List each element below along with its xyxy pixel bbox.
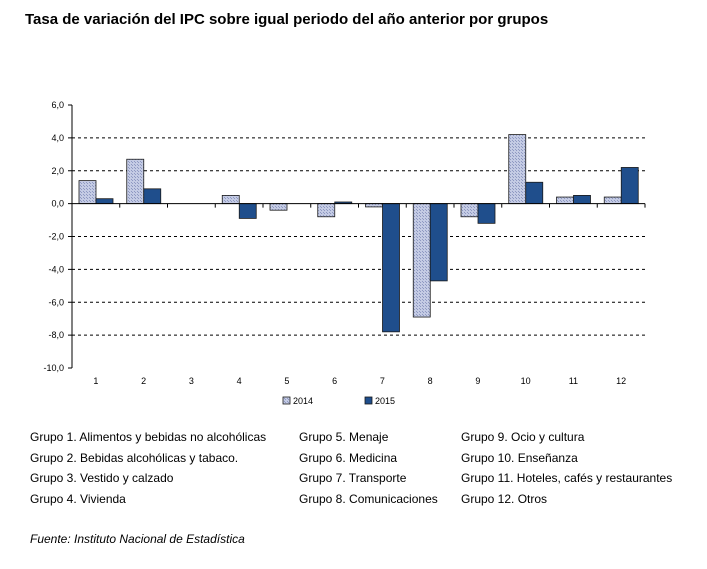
bar-2015-4 [238, 203, 257, 219]
legend-swatch-2014 [282, 396, 291, 405]
group-legend-item: Grupo 4. Vivienda [30, 491, 126, 506]
x-tick-label: 6 [332, 376, 337, 386]
bar-2014-10 [508, 134, 527, 205]
y-tick-label: -8,0 [48, 330, 64, 340]
bar-2015-2 [143, 188, 162, 205]
bar-2015-12 [620, 167, 639, 205]
group-legend-item: Grupo 12. Otros [461, 491, 548, 506]
x-tick-label: 5 [284, 376, 289, 386]
bar-2014-12 [603, 196, 622, 205]
bar-2014-11 [556, 196, 574, 205]
bar-2015-9 [477, 203, 496, 224]
x-tick-label: 3 [189, 376, 194, 386]
x-tick-label: 8 [428, 376, 433, 386]
bar-2015-8 [429, 203, 448, 282]
bar-2014-1 [78, 180, 97, 205]
legend-swatch-2015 [364, 396, 373, 405]
y-tick-label: -10,0 [43, 363, 64, 373]
bar-2014-4 [221, 195, 240, 205]
group-legend-item: Grupo 2. Bebidas alcohólicas y tabaco. [30, 450, 239, 465]
y-tick-label: -6,0 [48, 297, 64, 307]
group-legend-item: Grupo 11. Hoteles, cafés y restaurantes [461, 471, 673, 485]
groups-legend-col1: Grupo 1. Alimentos y bebidas no alcohóli… [30, 427, 266, 509]
legend-label-2014: 2014 [293, 396, 313, 406]
y-tick-label: 6,0 [51, 100, 64, 110]
bars [78, 134, 639, 333]
bar-2015-7 [382, 203, 400, 333]
bar-2015-11 [573, 195, 591, 205]
legend-label-2015: 2015 [375, 396, 395, 406]
x-tick-label: 4 [237, 376, 242, 386]
groups-legend-col2: Grupo 5. Menaje Grupo 6. Medicina Grupo … [299, 427, 438, 509]
y-tick-label: 2,0 [51, 166, 64, 176]
axes [68, 104, 646, 369]
x-tick-label: 12 [616, 376, 626, 386]
y-tick-label: 0,0 [51, 199, 64, 209]
bar-2014-8 [412, 203, 431, 318]
y-tick-label: 4,0 [51, 133, 64, 143]
x-tick-label: 9 [475, 376, 480, 386]
group-legend-item: Grupo 3. Vestido y calzado [30, 471, 174, 485]
bar-2015-1 [95, 198, 114, 205]
x-tick-label: 11 [569, 376, 578, 386]
y-tick-labels: 6,0 4,0 2,0 0,0 -2,0 -4,0 -6,0 -8,0 -10,0 [43, 100, 64, 373]
group-legend-item: Grupo 1. Alimentos y bebidas no alcohóli… [30, 430, 267, 444]
source-note: Fuente: Instituto Nacional de Estadístic… [30, 532, 245, 546]
series-legend: 2014 2015 [282, 396, 395, 406]
bar-2015-10 [525, 181, 544, 205]
bar-2014-5 [269, 203, 288, 211]
x-tick-labels: 1 2 3 4 5 6 7 8 9 10 11 12 [93, 376, 626, 386]
group-legend-item: Grupo 8. Comunicaciones [299, 491, 438, 506]
group-legend-item: Grupo 10. Enseñanza [461, 450, 578, 465]
x-tick-label: 7 [380, 376, 385, 386]
x-tick-label: 10 [521, 376, 531, 386]
grid-lines [72, 137, 645, 336]
x-tick-label: 1 [93, 376, 98, 386]
bar-2014-9 [460, 203, 479, 218]
group-legend-item: Grupo 7. Transporte [299, 471, 407, 485]
chart-title: Tasa de variación del IPC sobre igual pe… [25, 11, 549, 28]
y-tick-label: -4,0 [48, 264, 64, 274]
y-tick-label: -2,0 [48, 232, 64, 242]
groups-legend-col3: Grupo 9. Ocio y cultura Grupo 10. Enseña… [461, 427, 672, 509]
x-tick-label: 2 [141, 376, 146, 386]
group-legend-item: Grupo 5. Menaje [299, 430, 389, 444]
group-legend-item: Grupo 6. Medicina [299, 450, 398, 465]
group-legend-item: Grupo 9. Ocio y cultura [461, 430, 585, 444]
bar-2014-6 [317, 203, 336, 218]
bar-2014-2 [126, 158, 145, 205]
